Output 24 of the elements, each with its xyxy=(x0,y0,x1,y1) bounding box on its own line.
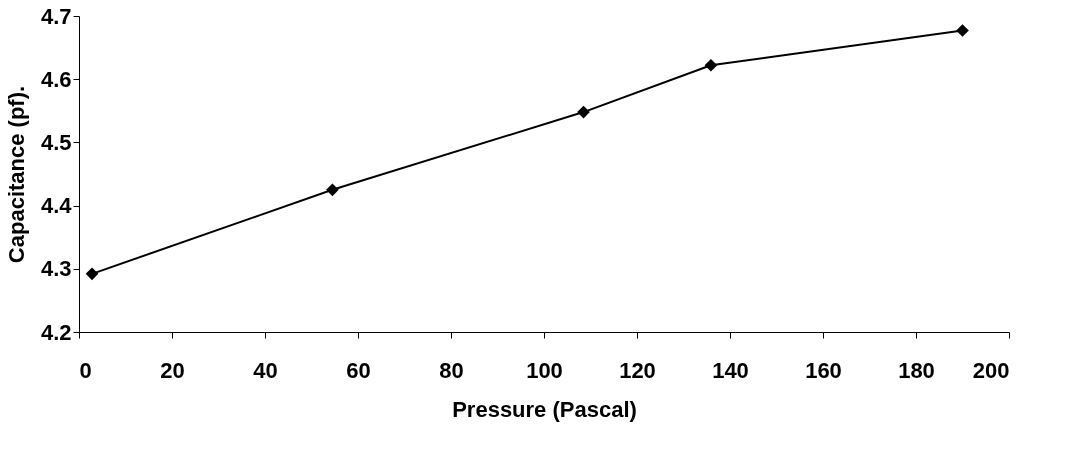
x-tick-label: 120 xyxy=(619,357,656,383)
y-tick-label: 4.5 xyxy=(40,129,72,155)
point xyxy=(577,105,590,119)
x-tick-label: 60 xyxy=(346,357,371,383)
x-tick-label: 100 xyxy=(526,357,563,383)
y-axis-title: Capacitance (pf). xyxy=(3,85,29,264)
x-tick-label: 180 xyxy=(898,357,935,383)
y-tick-label: 4.7 xyxy=(40,3,72,29)
x-tick-label: 0 xyxy=(79,357,92,383)
x-tick-label: 140 xyxy=(712,357,749,383)
point xyxy=(85,267,99,281)
x-tick-label: 80 xyxy=(439,357,464,383)
point xyxy=(326,183,339,197)
point xyxy=(704,58,718,72)
y-tick-label: 4.2 xyxy=(40,319,72,345)
point xyxy=(956,24,969,37)
x-tick-label: 40 xyxy=(253,357,278,383)
x-tick-label: 20 xyxy=(160,357,185,383)
y-tick-label: 4.3 xyxy=(40,256,72,282)
x-tick-label: 160 xyxy=(805,357,842,383)
x-axis-title: Pressure (Pascal) xyxy=(452,396,637,422)
y-tick-label: 4.6 xyxy=(40,66,72,92)
y-tick-label: 4.4 xyxy=(40,193,73,219)
x-tick-label: 200 xyxy=(972,357,1010,383)
